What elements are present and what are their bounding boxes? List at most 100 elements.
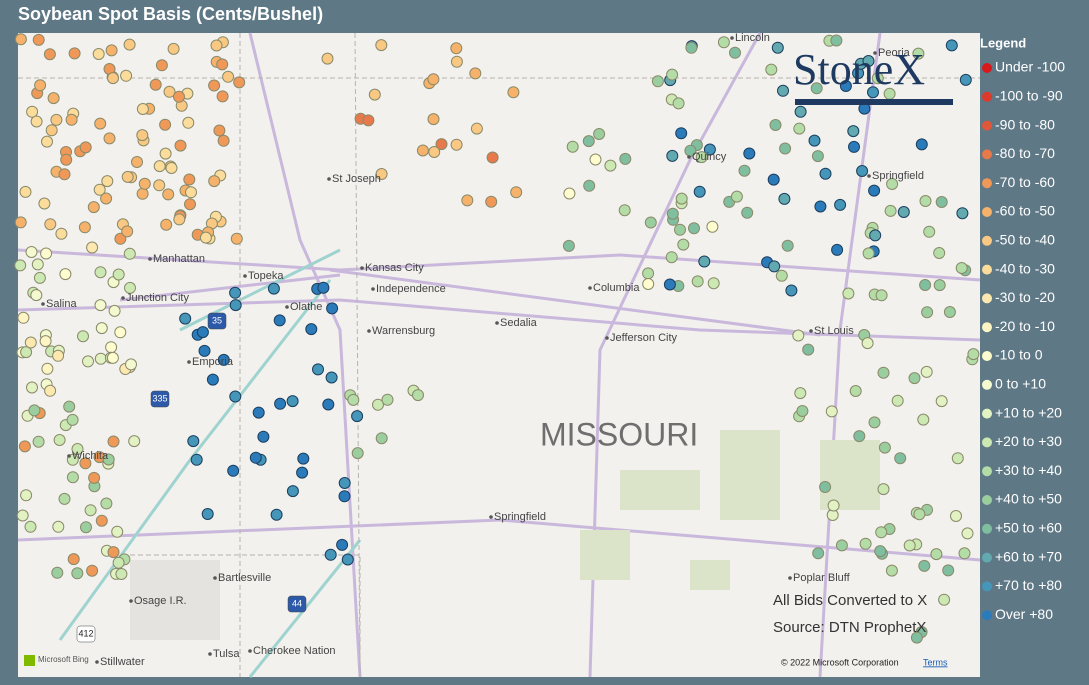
bid-point (771, 41, 784, 54)
legend-label: +30 to +40 (995, 462, 1062, 478)
bid-point (796, 405, 809, 417)
bid-point (959, 73, 972, 86)
bid-point (111, 525, 124, 538)
bid-point (868, 184, 881, 197)
bid-point (87, 201, 100, 214)
bid-point (886, 178, 899, 190)
bid-point (785, 284, 798, 297)
bid-point (222, 70, 235, 83)
place-marker (213, 576, 217, 580)
highway-label: 35 (212, 315, 222, 325)
bid-point (80, 521, 92, 534)
legend-label: Over +80 (995, 606, 1053, 622)
bid-point (593, 128, 606, 140)
bid-point (856, 165, 869, 177)
bid-point (729, 46, 741, 59)
bid-point (910, 631, 923, 644)
legend-swatch (982, 235, 992, 246)
bid-point (935, 196, 948, 208)
bid-point (32, 33, 45, 46)
bid-point (675, 127, 688, 140)
place-label: Poplar Bluff (793, 572, 851, 584)
place-label: St Joseph (332, 173, 381, 185)
bid-point (951, 452, 964, 465)
bid-point (68, 47, 81, 60)
bid-point (20, 489, 33, 502)
bid-point (196, 326, 209, 339)
copyright: © 2022 Microsoft Corporation (781, 657, 899, 667)
bid-point (908, 372, 921, 385)
bid-point (779, 142, 792, 155)
bid-point (338, 490, 351, 503)
bid-point (159, 147, 172, 160)
bid-point (14, 259, 27, 272)
bid-point (123, 247, 136, 260)
bid-point (173, 90, 185, 103)
highway-label: 412 (78, 628, 93, 638)
bid-point (230, 232, 243, 245)
bid-point (115, 568, 128, 580)
place-marker (285, 305, 289, 309)
bid-point (375, 168, 388, 180)
bid-point (871, 72, 884, 85)
place-label: Topeka (248, 270, 284, 282)
bid-point (375, 39, 388, 52)
bid-point (249, 451, 262, 464)
bid-point (106, 351, 119, 364)
logo-bar (795, 99, 953, 105)
legend-swatch (982, 264, 992, 275)
terms-link[interactable]: Terms (923, 657, 948, 667)
bid-point (935, 395, 948, 408)
bid-point (201, 508, 214, 520)
bid-point (45, 124, 58, 137)
place-marker (187, 360, 191, 364)
legend-swatch (982, 63, 992, 73)
bid-point (24, 520, 37, 533)
bid-point (877, 366, 890, 379)
bid-point (86, 241, 99, 254)
bid-point (938, 593, 951, 606)
place-marker (121, 296, 125, 300)
bid-point (582, 135, 595, 148)
place-marker (867, 174, 871, 178)
bid-point (105, 44, 118, 57)
highway-label: 335 (152, 393, 167, 403)
bid-point (33, 271, 46, 284)
bid-point (103, 132, 116, 145)
bid-point (16, 509, 29, 522)
bid-point (706, 220, 719, 233)
legend-label: +60 to +70 (995, 548, 1062, 564)
legend-swatch (982, 552, 992, 563)
bid-point (286, 485, 299, 498)
bid-point (693, 185, 706, 198)
bid-point (216, 58, 229, 71)
bid-point (326, 302, 339, 315)
bid-point (183, 173, 196, 186)
bid-point (217, 353, 230, 366)
legend-label: +20 to +30 (995, 433, 1062, 449)
bid-point (967, 348, 980, 361)
bid-point (84, 504, 97, 517)
legend-swatch (982, 379, 992, 390)
bid-point (862, 55, 875, 67)
bid-point (961, 527, 974, 540)
bid-point (208, 79, 221, 92)
bid-point (217, 134, 230, 147)
place-marker (495, 321, 499, 325)
bid-point (94, 299, 107, 312)
bid-point (216, 90, 229, 103)
bid-point (769, 119, 782, 131)
bid-point (44, 218, 57, 231)
bing: Microsoft Bing (38, 655, 89, 664)
bid-point (160, 218, 173, 231)
bid-point (917, 413, 930, 426)
bid-point (286, 395, 299, 408)
bid-point (128, 435, 141, 448)
bid-point (775, 269, 788, 282)
bid-point (58, 168, 71, 181)
bid-point (416, 144, 429, 157)
bid-point (351, 410, 364, 423)
place-label: Lincoln (735, 32, 770, 44)
bid-point (743, 147, 756, 160)
legend-label: -50 to -40 (995, 232, 1055, 248)
